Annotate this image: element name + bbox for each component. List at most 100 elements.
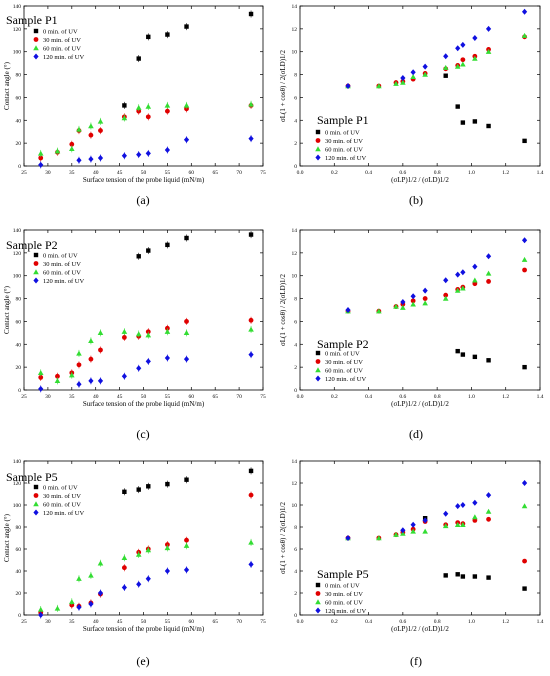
data-point: [422, 300, 428, 306]
data-point: [121, 115, 128, 121]
data-point: [410, 521, 416, 528]
y-tick-label: 14: [292, 4, 298, 10]
panel-caption: (d): [409, 427, 423, 441]
data-point: [165, 108, 170, 114]
data-point: [97, 377, 104, 384]
data-point: [460, 269, 466, 276]
data-point: [145, 114, 151, 120]
data-point: [248, 468, 254, 474]
panel-title: Sample P2: [6, 238, 58, 252]
y-tick-label: 10: [292, 274, 298, 280]
legend-marker: [33, 509, 39, 516]
data-point: [183, 356, 190, 363]
data-point: [443, 73, 448, 78]
data-point: [165, 481, 170, 487]
x-tick-label: 0.8: [434, 619, 441, 625]
x-tick-label: 45: [117, 619, 123, 625]
data-point: [38, 375, 44, 380]
data-point: [88, 132, 94, 138]
data-point: [146, 34, 151, 40]
x-tick-label: 70: [236, 619, 242, 625]
x-tick-label: 25: [21, 394, 27, 400]
data-point: [454, 63, 461, 69]
x-tick-label: 70: [236, 170, 242, 176]
data-point: [76, 126, 82, 132]
x-tick-label: 1.0: [468, 394, 475, 400]
panel-caption: (e): [136, 654, 149, 668]
data-point: [393, 80, 399, 86]
x-tick-label: 60: [189, 394, 195, 400]
y-tick-label: 8: [294, 297, 297, 303]
data-point: [345, 535, 351, 541]
data-point: [135, 331, 142, 337]
x-tick-label: 55: [165, 619, 171, 625]
y-tick-label: 4: [294, 118, 297, 124]
y-tick-label: 80: [16, 297, 22, 303]
y-axis-label: σL(1 + cosθ) / 2(σLD)1/2: [279, 50, 287, 122]
legend-label: 60 min. of UV: [325, 146, 363, 153]
x-tick-label: 35: [69, 394, 75, 400]
legend-label: 30 min. of UV: [43, 261, 81, 268]
y-tick-label: 20: [16, 591, 22, 597]
y-tick-label: 40: [16, 342, 22, 348]
data-point: [97, 155, 104, 161]
data-point: [38, 612, 44, 618]
x-tick-label: 60: [189, 170, 195, 176]
data-point: [410, 293, 416, 300]
data-point: [121, 335, 127, 340]
data-point: [136, 581, 142, 588]
y-tick-label: 12: [292, 27, 298, 33]
panel-caption: (f): [410, 654, 422, 668]
data-point: [422, 287, 428, 294]
legend-marker: [33, 37, 39, 42]
data-point: [472, 499, 478, 506]
data-point: [521, 480, 528, 486]
data-point: [88, 356, 94, 362]
data-point: [184, 24, 189, 29]
x-tick-label: 0.8: [434, 170, 441, 176]
chart-panel-1: 25 30 35 40 45 50 55 60 65 70 75 0 20 40 60 80 100 120 140…: [3, 4, 266, 207]
y-tick-label: 0: [18, 613, 21, 619]
data-point: [55, 373, 60, 379]
data-point: [145, 332, 152, 338]
data-point: [472, 263, 478, 270]
legend-marker: [33, 28, 39, 34]
legend-marker: [315, 146, 321, 152]
data-point: [135, 551, 142, 557]
x-tick-label: 1.4: [537, 170, 544, 176]
legend-label: 120 min. of UV: [325, 376, 366, 383]
data-point: [485, 253, 492, 260]
data-point: [76, 350, 82, 356]
data-point: [486, 123, 491, 129]
data-point: [76, 604, 82, 611]
x-tick-label: 1.0: [468, 170, 475, 176]
y-tick-label: 100: [13, 274, 22, 280]
y-tick-label: 8: [294, 525, 297, 531]
data-point: [345, 307, 351, 313]
y-tick-label: 60: [16, 95, 22, 101]
x-tick-label: 1.4: [537, 619, 544, 625]
data-point: [400, 530, 406, 536]
data-point: [522, 586, 527, 591]
legend-label: 0 min. of UV: [325, 582, 360, 589]
legend-label: 30 min. of UV: [43, 493, 81, 500]
y-tick-label: 6: [294, 319, 297, 325]
data-point: [521, 503, 528, 509]
y-axis-label: Contact angle (°): [3, 285, 11, 334]
x-tick-label: 30: [45, 170, 51, 176]
legend-marker: [33, 493, 39, 498]
legend-label: 0 min. of UV: [325, 350, 360, 357]
data-point: [97, 590, 104, 596]
legend-marker: [33, 269, 39, 275]
x-tick-label: 40: [93, 619, 99, 625]
legend-marker: [315, 375, 321, 382]
panel-title: Sample P1: [317, 113, 369, 127]
data-point: [460, 502, 466, 508]
data-point: [376, 535, 382, 541]
data-point: [37, 150, 44, 156]
data-point: [522, 267, 527, 273]
y-tick-label: 60: [16, 547, 22, 553]
data-point: [183, 102, 190, 108]
data-point: [410, 528, 416, 534]
